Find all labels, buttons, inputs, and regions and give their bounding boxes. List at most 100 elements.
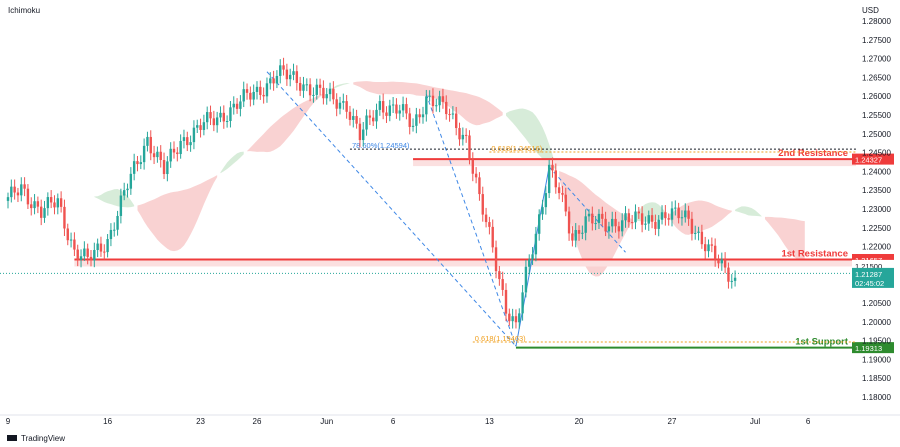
candle-body	[521, 292, 524, 314]
candle-body	[33, 201, 36, 209]
candle-body	[13, 186, 16, 193]
candle-body	[528, 259, 531, 267]
price-tick-label: 1.22500	[862, 224, 891, 233]
time-axis[interactable]: 9 16 23 26 Jun 6 13 20 27 Jul 6	[0, 414, 900, 426]
candle-body	[428, 95, 431, 97]
candle-body	[438, 96, 441, 106]
candle-body	[265, 83, 269, 97]
candle-body	[348, 111, 352, 120]
price-tick-label: 1.22000	[862, 243, 891, 252]
candle-body	[325, 94, 328, 99]
candle-body	[664, 212, 667, 219]
candle-body	[332, 88, 335, 100]
candle-body	[395, 104, 398, 114]
cloud-segment	[247, 93, 324, 153]
candle-body	[49, 197, 53, 203]
level-zone	[413, 159, 856, 167]
cloud-segment	[506, 108, 556, 170]
candle-body	[166, 161, 169, 175]
time-tick-label: 9	[6, 417, 11, 426]
tradingview-logo-icon	[7, 435, 17, 441]
candle-body	[338, 102, 342, 109]
candle-body	[262, 94, 265, 97]
candle-body	[421, 114, 425, 118]
tradingview-logo[interactable]: TradingView	[7, 434, 65, 443]
candle-body	[255, 86, 259, 92]
candle-body	[289, 74, 292, 80]
candle-body	[398, 110, 401, 114]
candle-body	[46, 197, 50, 209]
candle-body	[232, 103, 235, 108]
candle-body	[670, 208, 674, 220]
candle-body	[445, 101, 448, 115]
level-zone	[74, 259, 856, 267]
candle-body	[355, 116, 358, 124]
candle-body	[275, 75, 279, 84]
candle-body	[717, 259, 720, 264]
candle-body	[378, 101, 382, 110]
candle-body	[202, 122, 206, 130]
candle-body	[295, 71, 299, 84]
candle-body	[547, 164, 551, 194]
candle-body	[285, 69, 289, 80]
price-axis[interactable]: 1.28000 1.27500 1.27000 1.26500 1.26000 1.255…	[852, 17, 894, 402]
fib-level-label: 0.618(1.24516)	[491, 144, 542, 153]
candle-body	[713, 245, 717, 260]
candle-body	[229, 107, 232, 121]
candle-body	[99, 243, 103, 252]
candle-body	[700, 231, 704, 245]
candle-body	[541, 207, 544, 215]
candle-body	[368, 115, 372, 118]
candle-body	[564, 194, 567, 212]
candle-body	[518, 313, 521, 323]
candle-body	[640, 213, 644, 225]
candle-body	[388, 105, 391, 116]
candle-body	[93, 250, 96, 261]
trend-line	[266, 71, 517, 347]
candle-body	[604, 218, 607, 232]
candle-body	[365, 115, 368, 130]
price-tick-label: 1.25500	[862, 111, 891, 120]
candle-body	[215, 117, 219, 126]
candle-body	[451, 113, 455, 115]
candle-body	[494, 247, 498, 272]
price-tick-label: 1.18000	[862, 393, 891, 402]
candle-body	[408, 113, 411, 127]
time-tick-label: 6	[391, 417, 396, 426]
candle-body	[152, 153, 156, 158]
plot-area[interactable]	[0, 0, 856, 415]
candle-body	[225, 120, 229, 122]
candle-body	[259, 86, 262, 95]
candle-body	[6, 197, 10, 201]
candle-body	[119, 195, 123, 216]
candle-body	[634, 211, 637, 223]
cloud-segment	[735, 206, 762, 217]
candle-body	[501, 279, 504, 290]
candle-body	[508, 313, 511, 322]
candle-body	[23, 184, 26, 189]
candle-body	[76, 249, 79, 260]
price-tag	[852, 259, 894, 271]
level-price-tag	[852, 153, 894, 165]
candle-body	[113, 229, 116, 231]
candle-body	[534, 233, 538, 255]
candle-body	[199, 125, 202, 130]
price-tick-label: 1.18500	[862, 374, 891, 383]
candle-body	[375, 109, 378, 122]
candle-body	[73, 239, 76, 250]
candle-body	[196, 125, 199, 128]
candle-body	[405, 104, 408, 114]
fibonacci-lines: 78.60%(1.24594) 0.618(1.24516) 0.618(1.194…	[0, 71, 856, 347]
candle-body	[644, 223, 647, 225]
fib-level-label: 0.618(1.19463)	[475, 334, 526, 343]
candle-body	[352, 116, 355, 120]
candle-body	[219, 112, 222, 118]
candle-body	[176, 152, 179, 155]
candle-body	[298, 83, 302, 91]
candle-body	[723, 259, 727, 268]
candle-body	[727, 267, 730, 282]
candle-body	[86, 248, 89, 257]
price-tag-label: 1.21287	[855, 270, 882, 279]
trend-line	[425, 94, 517, 347]
level-price-tag	[852, 342, 894, 354]
